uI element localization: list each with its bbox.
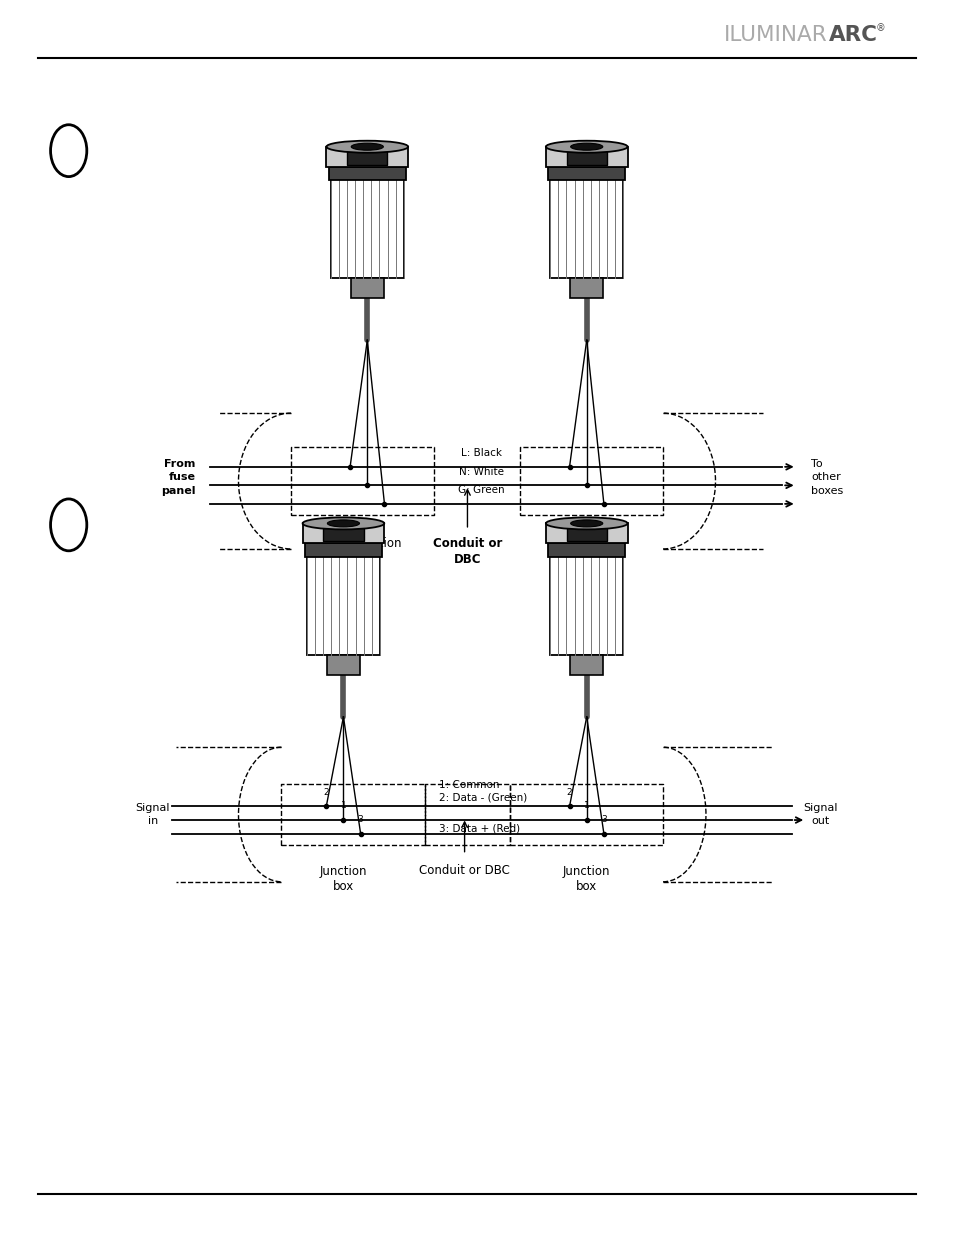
Text: 3: Data + (Red): 3: Data + (Red): [438, 824, 519, 834]
Ellipse shape: [302, 517, 384, 530]
Bar: [570, 278, 602, 298]
Text: 2: Data - (Green): 2: Data - (Green): [438, 793, 527, 803]
Text: L: Black: L: Black: [461, 448, 501, 458]
Ellipse shape: [545, 141, 627, 153]
Ellipse shape: [545, 517, 627, 530]
Bar: [328, 167, 406, 180]
Bar: [566, 148, 606, 164]
Text: Conduit or DBC: Conduit or DBC: [418, 864, 510, 878]
Bar: [547, 543, 625, 557]
Text: From
fuse
panel: From fuse panel: [161, 459, 195, 495]
Ellipse shape: [327, 520, 359, 527]
Text: To
other
boxes: To other boxes: [810, 459, 842, 495]
Bar: [304, 543, 382, 557]
Text: N: White: N: White: [458, 467, 504, 477]
Text: 1: Common: 1: Common: [438, 781, 498, 790]
Bar: [566, 525, 606, 541]
Text: Junction
box: Junction box: [562, 864, 610, 893]
Text: 2: 2: [566, 788, 572, 797]
Text: i: i: [65, 138, 72, 156]
Text: G: Green: G: Green: [458, 485, 504, 495]
Text: Signal
in: Signal in: [135, 803, 170, 826]
Ellipse shape: [570, 143, 602, 151]
Bar: [550, 543, 622, 655]
Text: ARC: ARC: [828, 25, 877, 44]
Bar: [570, 655, 602, 674]
Text: Conduit or
DBC: Conduit or DBC: [433, 537, 501, 566]
Bar: [545, 524, 627, 543]
Bar: [547, 167, 625, 180]
Text: 1: 1: [340, 802, 346, 810]
Bar: [545, 147, 627, 167]
Ellipse shape: [51, 125, 87, 177]
Ellipse shape: [570, 520, 602, 527]
Text: Signal
out: Signal out: [802, 803, 837, 826]
Bar: [351, 278, 383, 298]
Ellipse shape: [51, 499, 87, 551]
Bar: [331, 167, 403, 278]
Text: 3: 3: [357, 815, 363, 824]
Bar: [347, 148, 387, 164]
Bar: [326, 147, 408, 167]
Ellipse shape: [351, 143, 383, 151]
Bar: [550, 167, 622, 278]
Text: Distribution
Box: Distribution Box: [333, 537, 401, 566]
Text: 2: 2: [323, 788, 329, 797]
Bar: [327, 655, 359, 674]
Text: ®: ®: [875, 23, 884, 33]
Text: 3: 3: [600, 815, 606, 824]
Text: i: i: [65, 513, 72, 530]
Bar: [302, 524, 384, 543]
Bar: [307, 543, 379, 655]
Bar: [323, 525, 363, 541]
Text: 1: 1: [583, 802, 589, 810]
Text: Junction
box: Junction box: [319, 864, 367, 893]
Ellipse shape: [326, 141, 408, 153]
Text: Distribution
Box: Distribution Box: [552, 537, 620, 566]
Text: ILUMINAR: ILUMINAR: [723, 25, 827, 44]
